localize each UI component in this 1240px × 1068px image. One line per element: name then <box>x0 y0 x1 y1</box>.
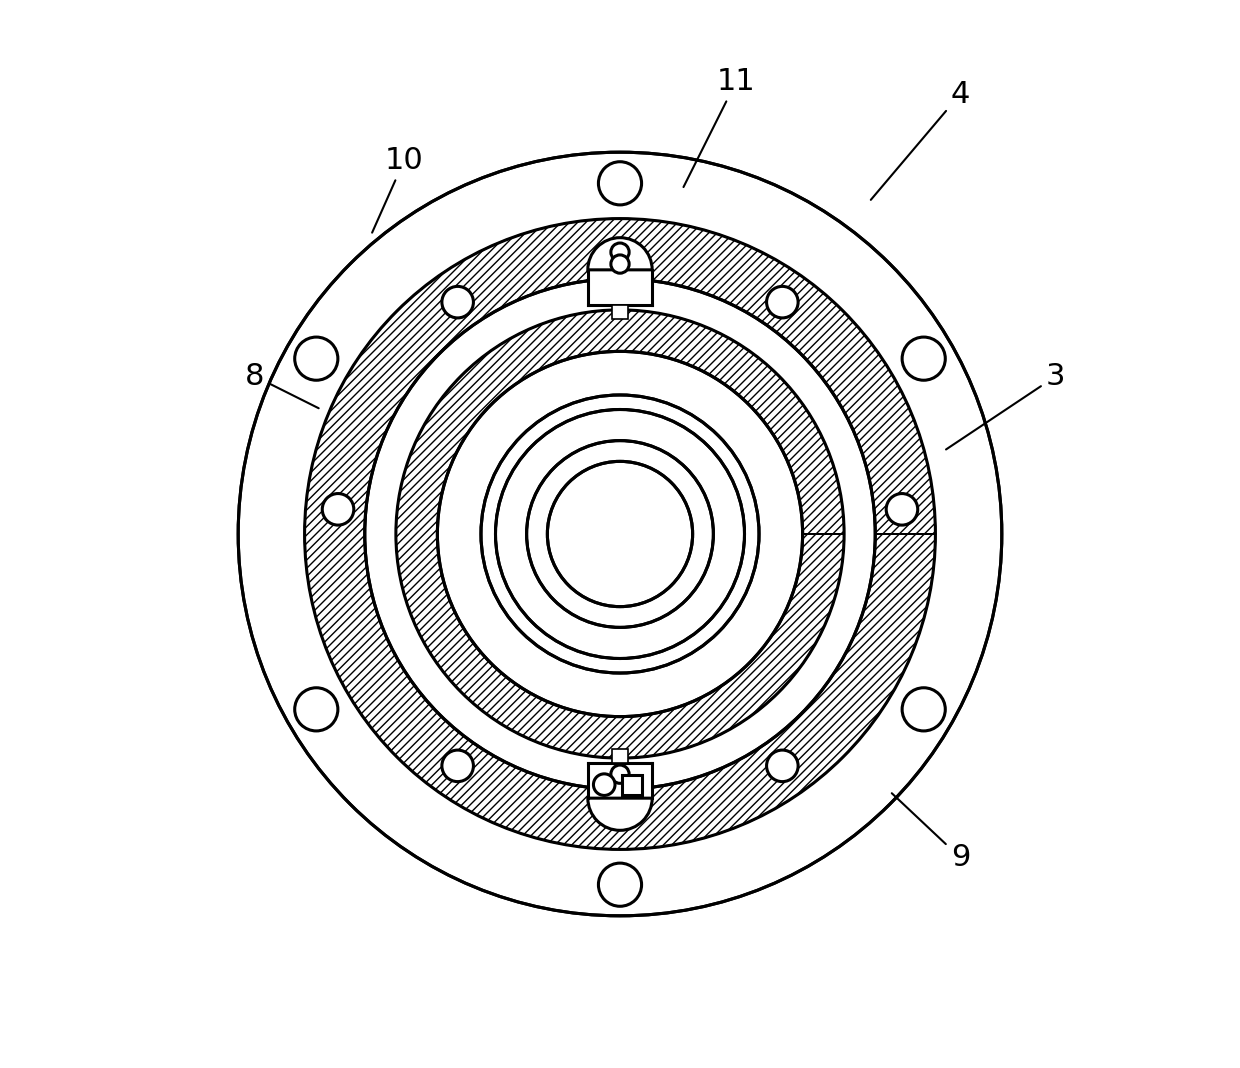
Wedge shape <box>588 238 652 270</box>
Bar <box>611 749 629 764</box>
Text: 3: 3 <box>946 362 1065 450</box>
Circle shape <box>903 688 945 731</box>
Bar <box>588 270 652 304</box>
Wedge shape <box>588 798 652 830</box>
Text: 4: 4 <box>870 80 970 200</box>
Circle shape <box>599 161 641 205</box>
Circle shape <box>481 395 759 673</box>
Circle shape <box>887 493 918 525</box>
Text: 10: 10 <box>372 146 424 233</box>
Circle shape <box>547 461 693 607</box>
Circle shape <box>441 286 474 318</box>
Circle shape <box>438 351 802 717</box>
Bar <box>622 774 642 795</box>
Circle shape <box>322 493 353 525</box>
Circle shape <box>766 750 799 782</box>
Circle shape <box>611 244 629 262</box>
Circle shape <box>295 337 337 380</box>
Polygon shape <box>481 395 759 673</box>
Text: 8: 8 <box>246 362 319 408</box>
Circle shape <box>594 774 615 796</box>
Circle shape <box>295 688 337 731</box>
Circle shape <box>365 279 875 789</box>
Circle shape <box>441 750 474 782</box>
Circle shape <box>238 152 1002 916</box>
Text: 9: 9 <box>892 794 970 873</box>
Circle shape <box>527 441 713 627</box>
Circle shape <box>599 863 641 907</box>
Polygon shape <box>396 310 844 758</box>
Circle shape <box>766 286 799 318</box>
Circle shape <box>903 337 945 380</box>
Polygon shape <box>305 219 935 849</box>
Text: 11: 11 <box>683 67 755 187</box>
Bar <box>588 764 652 798</box>
Circle shape <box>611 765 629 783</box>
Circle shape <box>611 255 629 273</box>
Bar <box>611 304 629 319</box>
Circle shape <box>496 409 744 659</box>
